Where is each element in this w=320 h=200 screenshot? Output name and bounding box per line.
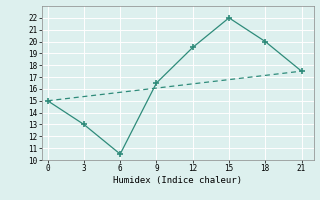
X-axis label: Humidex (Indice chaleur): Humidex (Indice chaleur) — [113, 176, 242, 185]
